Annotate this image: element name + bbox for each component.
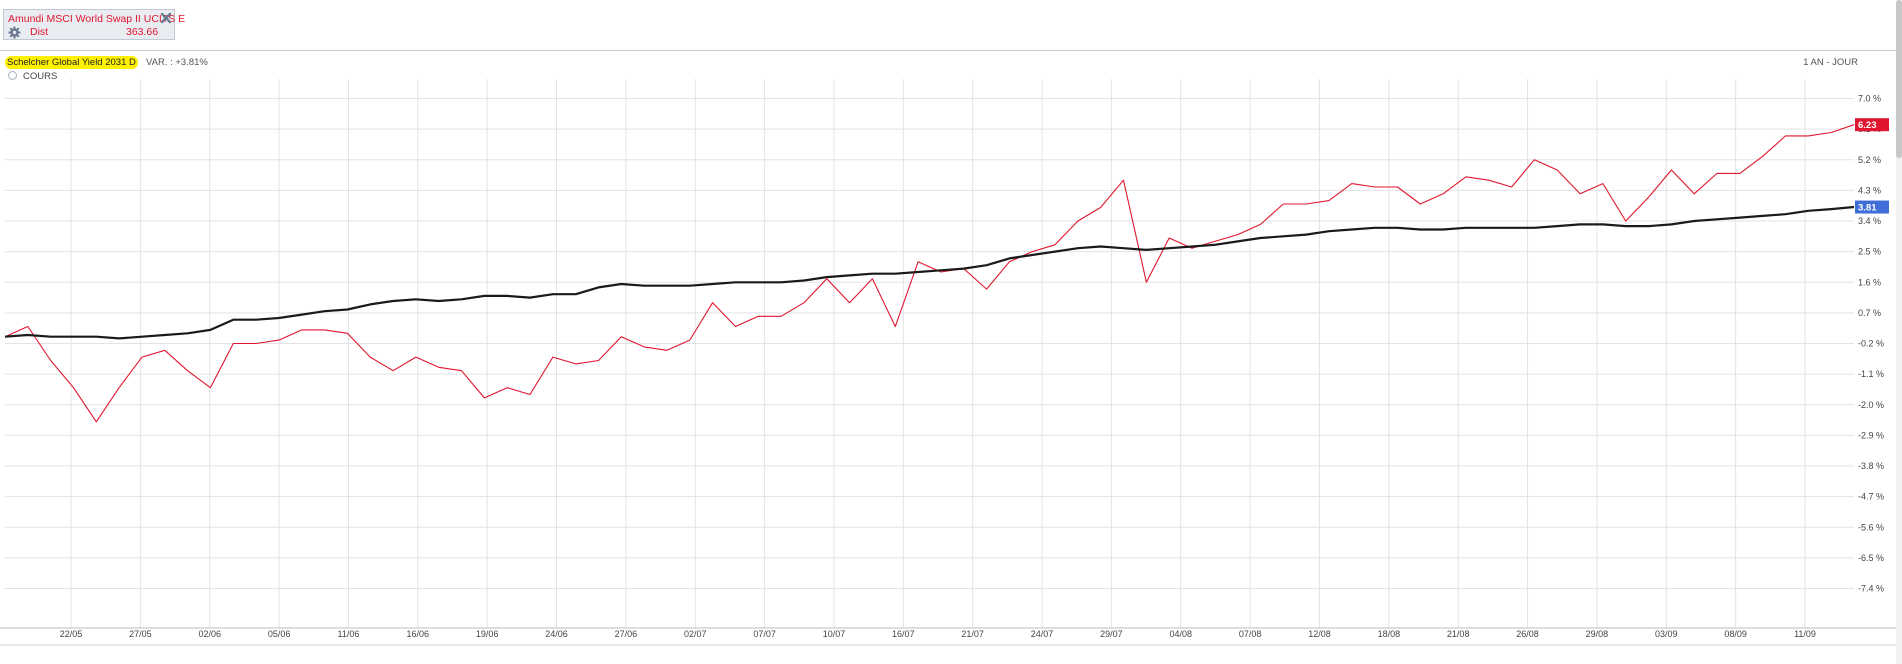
vertical-scrollbar[interactable] — [1896, 0, 1902, 664]
x-tick-label: 27/05 — [129, 629, 152, 639]
y-axis: 7.0 %6.1 %5.2 %4.3 %3.4 %2.5 %1.6 %0.7 %… — [1858, 94, 1884, 594]
x-tick-label: 27/06 — [615, 629, 638, 639]
x-tick-label: 29/08 — [1586, 629, 1609, 639]
x-tick-label: 16/06 — [407, 629, 430, 639]
cours-label: COURS — [23, 71, 58, 82]
y-tick-label: 2.5 % — [1858, 247, 1881, 257]
x-tick-label: 24/06 — [545, 629, 568, 639]
x-tick-label: 11/06 — [338, 629, 360, 639]
x-tick-label: 10/07 — [823, 629, 846, 639]
scrollbar-thumb[interactable] — [1896, 0, 1902, 158]
y-tick-label: -7.4 % — [1858, 584, 1884, 594]
x-tick-label: 02/07 — [684, 629, 707, 639]
x-axis: 22/05 27/05 02/06 05/06 11/06 16/06 19/06 24/06… — [60, 629, 1816, 639]
y-tick-label: 3.4 % — [1858, 216, 1881, 226]
y-tick-label: -2.9 % — [1858, 430, 1884, 440]
blue-value-badge — [1855, 200, 1889, 214]
legend-series-name[interactable]: Amundi MSCI World Swap II UCITS E — [8, 13, 186, 25]
y-tick-label: 4.3 % — [1858, 185, 1881, 195]
x-tick-label: 21/07 — [961, 629, 984, 639]
y-tick-label: 0.7 % — [1858, 308, 1881, 318]
x-tick-label: 12/08 — [1308, 629, 1331, 639]
series-title[interactable]: Schelcher Global Yield 2031 D — [5, 56, 138, 69]
y-tick-label: -5.6 % — [1858, 522, 1884, 532]
x-tick-label: 19/06 — [476, 629, 499, 639]
variation-text: VAR. : +3.81% — [146, 57, 208, 68]
legend-panel: Amundi MSCI World Swap II UCITS E Dist 3… — [3, 9, 185, 40]
x-tick-label: 16/07 — [892, 629, 915, 639]
cours-toggle[interactable]: COURS — [8, 71, 57, 82]
red-badge-value: 6.23 — [1858, 120, 1877, 131]
series-lines — [4, 124, 1855, 423]
period-selector[interactable]: 1 AN - JOUR — [1803, 57, 1858, 68]
y-tick-label: -2.0 % — [1858, 400, 1884, 410]
value-badges: 6.23 3.81 — [1855, 118, 1889, 214]
y-tick-label: -3.8 % — [1858, 461, 1884, 471]
black-series-line — [4, 205, 1855, 340]
red-value-badge — [1855, 118, 1889, 132]
x-tick-label: 11/09 — [1794, 629, 1816, 639]
header-divider — [0, 50, 1896, 51]
x-tick-label: 26/08 — [1516, 629, 1539, 639]
x-tick-label: 18/08 — [1378, 629, 1401, 639]
x-tick-label: 07/08 — [1239, 629, 1262, 639]
legend-series-value: 363.66 — [126, 26, 159, 38]
x-tick-label: 22/05 — [60, 629, 83, 639]
x-tick-label: 02/06 — [198, 629, 221, 639]
y-tick-label: -0.2 % — [1858, 339, 1884, 349]
x-tick-label: 21/08 — [1447, 629, 1470, 639]
gear-icon[interactable] — [8, 26, 21, 39]
x-tick-label: 07/07 — [753, 629, 776, 639]
grid-lines — [0, 79, 1896, 646]
y-tick-label: -6.5 % — [1858, 553, 1884, 563]
legend-series-share-class: Dist — [30, 26, 49, 38]
y-tick-label: -4.7 % — [1858, 492, 1884, 502]
close-icon[interactable] — [159, 11, 173, 25]
red-series-line — [4, 124, 1855, 423]
y-tick-label: 7.0 % — [1858, 94, 1881, 104]
x-tick-label: 04/08 — [1169, 629, 1192, 639]
y-tick-label: 5.2 % — [1858, 155, 1881, 165]
blue-badge-value: 3.81 — [1858, 203, 1877, 214]
y-tick-label: 1.6 % — [1858, 277, 1881, 287]
x-tick-label: 29/07 — [1100, 629, 1123, 639]
x-tick-label: 08/09 — [1724, 629, 1747, 639]
x-tick-label: 24/07 — [1031, 629, 1054, 639]
x-tick-label: 05/06 — [268, 629, 291, 639]
y-tick-label: -1.1 % — [1858, 369, 1884, 379]
radio-icon[interactable] — [8, 71, 17, 80]
x-tick-label: 03/09 — [1655, 629, 1678, 639]
